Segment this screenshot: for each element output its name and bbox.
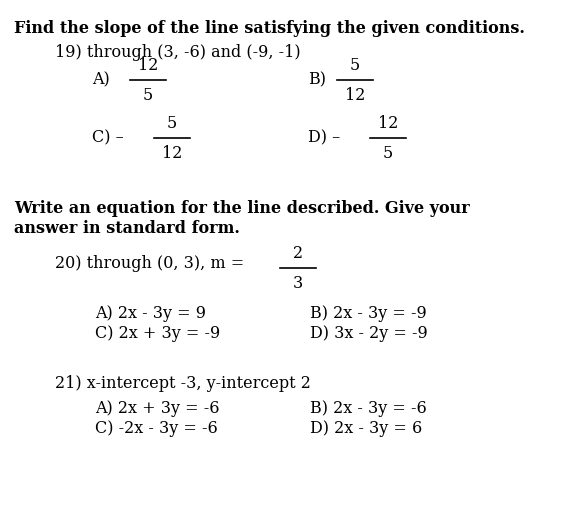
- Text: C) -2x - 3y = -6: C) -2x - 3y = -6: [95, 420, 218, 437]
- Text: B) 2x - 3y = -6: B) 2x - 3y = -6: [310, 400, 427, 417]
- Text: D) –: D) –: [308, 130, 340, 146]
- Text: A): A): [92, 71, 110, 89]
- Text: 5: 5: [167, 115, 177, 131]
- Text: 20) through (0, 3), m =: 20) through (0, 3), m =: [55, 255, 244, 272]
- Text: 5: 5: [350, 56, 360, 73]
- Text: B): B): [308, 71, 326, 89]
- Text: 12: 12: [138, 56, 158, 73]
- Text: A) 2x + 3y = -6: A) 2x + 3y = -6: [95, 400, 220, 417]
- Text: 12: 12: [162, 144, 182, 162]
- Text: Find the slope of the line satisfying the given conditions.: Find the slope of the line satisfying th…: [14, 20, 525, 37]
- Text: Write an equation for the line described. Give your: Write an equation for the line described…: [14, 200, 470, 217]
- Text: A) 2x - 3y = 9: A) 2x - 3y = 9: [95, 305, 206, 322]
- Text: D) 3x - 2y = -9: D) 3x - 2y = -9: [310, 325, 428, 342]
- Text: C) 2x + 3y = -9: C) 2x + 3y = -9: [95, 325, 220, 342]
- Text: answer in standard form.: answer in standard form.: [14, 220, 240, 237]
- Text: 5: 5: [143, 86, 153, 104]
- Text: 19) through (3, -6) and (-9, -1): 19) through (3, -6) and (-9, -1): [55, 44, 301, 61]
- Text: 5: 5: [383, 144, 393, 162]
- Text: 2: 2: [293, 244, 303, 262]
- Text: 12: 12: [378, 115, 398, 131]
- Text: C) –: C) –: [92, 130, 124, 146]
- Text: 3: 3: [293, 275, 303, 292]
- Text: B) 2x - 3y = -9: B) 2x - 3y = -9: [310, 305, 427, 322]
- Text: D) 2x - 3y = 6: D) 2x - 3y = 6: [310, 420, 422, 437]
- Text: 12: 12: [345, 86, 365, 104]
- Text: 21) x-intercept -3, y-intercept 2: 21) x-intercept -3, y-intercept 2: [55, 375, 311, 392]
